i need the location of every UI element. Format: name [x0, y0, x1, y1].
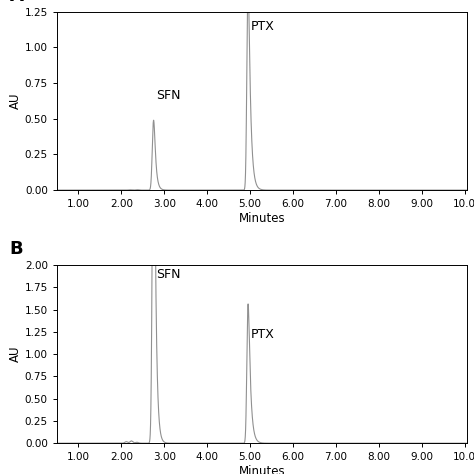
- Text: SFN: SFN: [155, 268, 180, 281]
- X-axis label: Minutes: Minutes: [238, 212, 285, 225]
- Text: B: B: [10, 240, 23, 258]
- Y-axis label: AU: AU: [9, 93, 22, 109]
- X-axis label: Minutes: Minutes: [238, 465, 285, 474]
- Text: A: A: [10, 0, 24, 5]
- Y-axis label: AU: AU: [9, 346, 22, 362]
- Text: SFN: SFN: [155, 89, 180, 102]
- Text: PTX: PTX: [251, 328, 275, 341]
- Text: PTX: PTX: [251, 20, 275, 33]
